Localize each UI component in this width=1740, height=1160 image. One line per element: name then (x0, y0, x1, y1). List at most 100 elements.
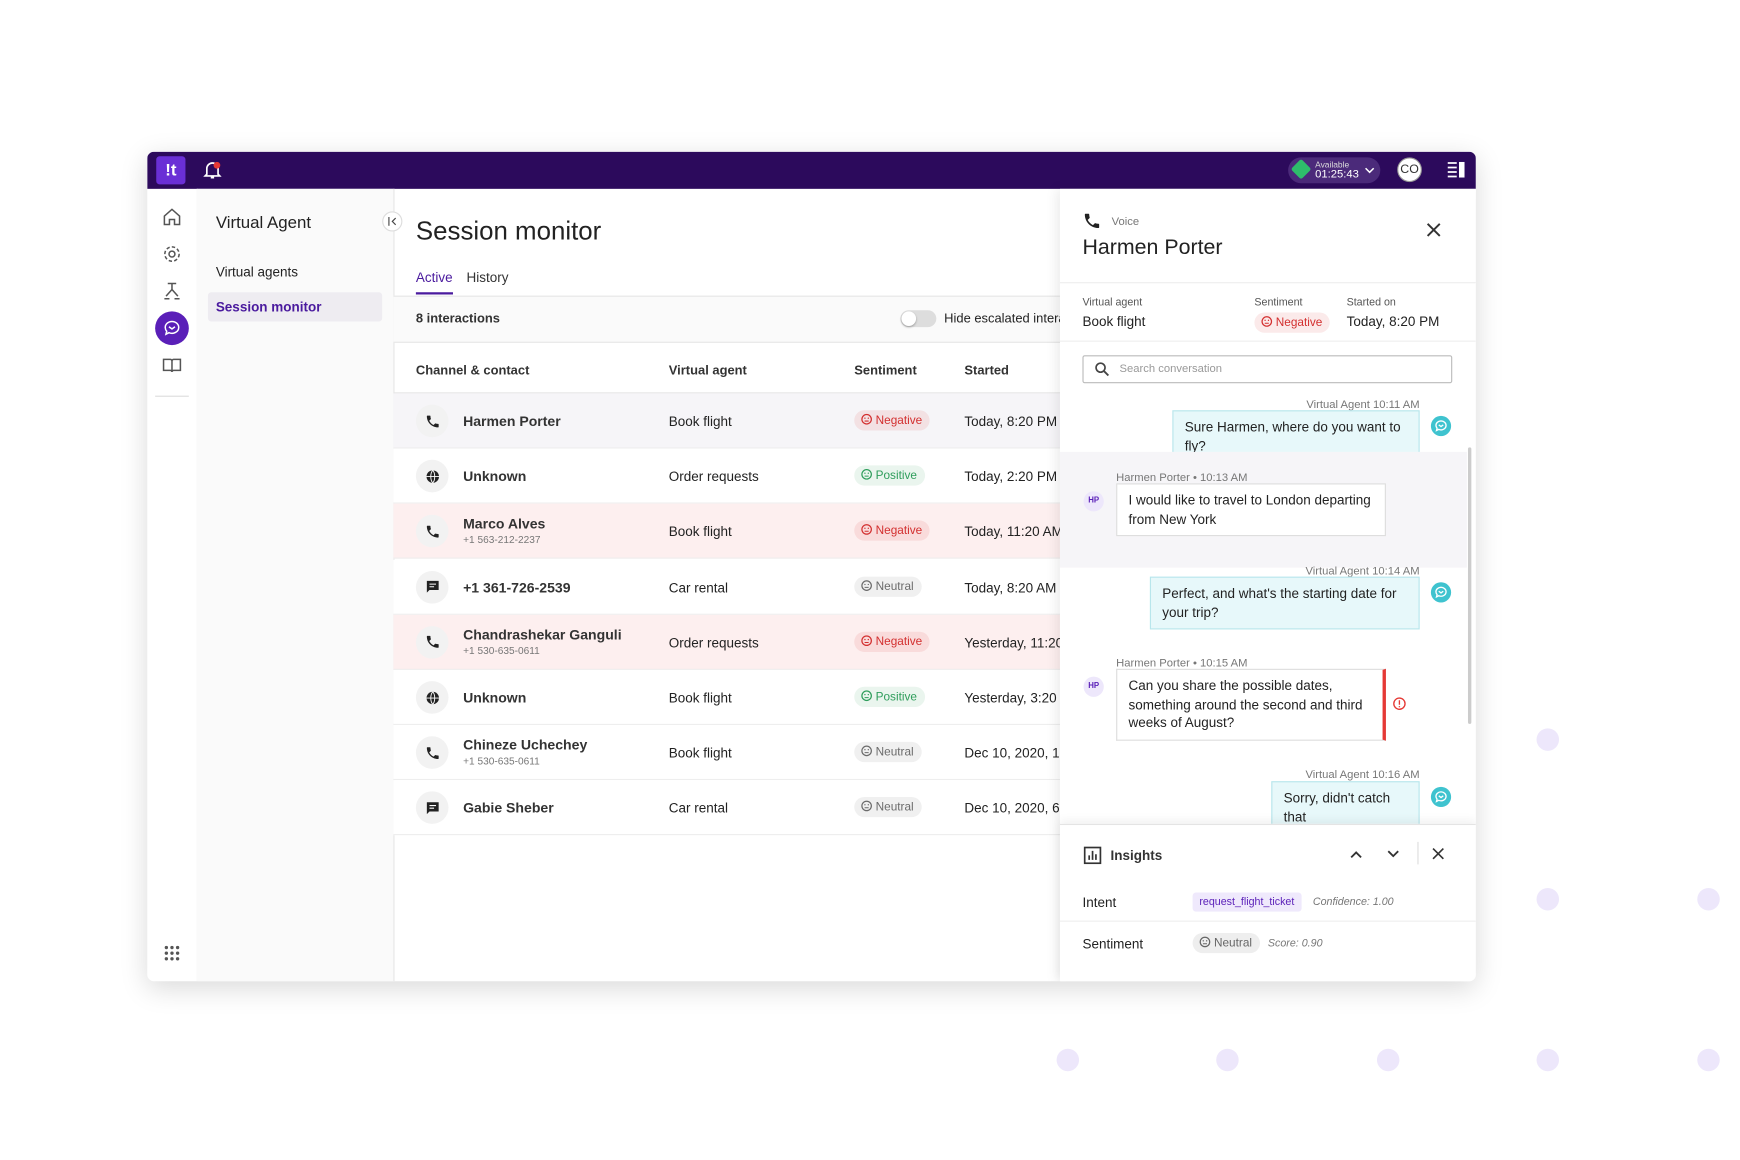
main: Session monitor Active History 8 interac… (393, 189, 1099, 981)
insight-note: Score: 0.90 (1267, 937, 1323, 950)
count: 8 interactions (415, 312, 500, 326)
bot-icon (1430, 415, 1452, 437)
insights-title: Insights (1110, 847, 1163, 864)
pill-text: Negative (875, 413, 923, 428)
started: Dec 10, 2020, 10 (964, 745, 1068, 762)
message-meta: Virtual Agent 10:16 AM (1305, 768, 1420, 782)
nav-item-active[interactable]: Session monitor (207, 292, 383, 322)
message-bubble: Can you share the possible dates, someth… (1116, 668, 1386, 741)
message-bubble: Perfect, and what's the starting date fo… (1149, 576, 1420, 630)
toggle[interactable] (900, 310, 937, 328)
channel: Voice (1111, 215, 1140, 229)
table-row[interactable]: Chineze Uchechey +1 530-635-0611 Book flig… (393, 725, 1067, 781)
detail-panel: Voice Harmen Porter Search conversation … (1059, 188, 1476, 982)
table-row[interactable]: Marco Alves +1 563-212-2237 Book flight Neg… (393, 504, 1063, 560)
search-box[interactable]: Search conversation (1082, 355, 1453, 384)
tab-active[interactable]: Active (415, 270, 453, 295)
user-avatar: HP (1083, 491, 1104, 512)
nav-item[interactable]: Virtual agents (215, 264, 299, 280)
table-row[interactable]: Unknown Book flight Positive Yesterday, 3:2… (393, 669, 1069, 725)
bell-icon[interactable] (203, 161, 222, 180)
user-avatar: HP (1083, 676, 1104, 697)
book-icon[interactable] (162, 355, 182, 375)
contact-name: Chineze Uchechey (463, 737, 588, 754)
decor-dot (1697, 887, 1720, 911)
agent: Car rental (668, 579, 729, 596)
scrollbar (1467, 447, 1472, 724)
status-pill[interactable]: Available 01:25:43 (1288, 157, 1381, 184)
contact-name: Marco Alves (463, 516, 546, 533)
topbar: !t Available 01:25:43 CO (147, 151, 1476, 189)
table-row[interactable]: +1 361-726-2539 Car rental Neutral Today, 8… (393, 559, 1060, 615)
insight-label: Intent (1082, 894, 1117, 911)
agent: Car rental (668, 800, 729, 817)
collapse-button[interactable] (382, 211, 403, 232)
detail-label: Virtual agent (1082, 296, 1143, 310)
column-header: Sentiment (854, 364, 917, 378)
sentiment-pill: Negative (854, 410, 931, 431)
timer: 01:25:43 (1315, 168, 1359, 181)
intent-tag: request_flight_ticket (1192, 892, 1302, 912)
detail-value: Book flight (1082, 313, 1146, 330)
avatar[interactable]: CO (1397, 157, 1422, 183)
settings-icon[interactable] (162, 244, 182, 264)
decor-dot (1536, 1048, 1560, 1072)
contact-name: Harmen Porter (463, 413, 561, 430)
icon-rail (147, 188, 198, 982)
sentiment-pill: Neutral (854, 742, 922, 763)
contact-name: Chandrashekar Ganguli (463, 626, 622, 643)
channel-icon (415, 681, 449, 714)
status: Available (1315, 159, 1350, 170)
pill-text: Negative (1275, 315, 1323, 330)
close-button[interactable] (1426, 223, 1441, 238)
agent: Book flight (668, 690, 732, 706)
channel-icon (415, 404, 449, 438)
table: Channel & contact Virtual agent Sentiment S… (393, 355, 1071, 939)
started: Dec 10, 2020, 6:2 (964, 800, 1071, 817)
logo[interactable]: !t (156, 156, 186, 185)
detail-value: Today, 8:20 PM (1346, 313, 1440, 330)
bot-icon (1430, 786, 1452, 808)
home-icon[interactable] (162, 207, 182, 227)
agent: Order requests (668, 468, 759, 485)
monitor-icon-active[interactable] (155, 311, 189, 346)
pill-text: Positive (875, 468, 917, 483)
page-title: Session monitor (415, 215, 602, 246)
sentiment-pill: Positive (854, 686, 925, 708)
bot-icon (1430, 582, 1452, 603)
table-row[interactable]: Harmen Porter Book flight Negative Today, 8… (393, 393, 1060, 449)
insight-label: Sentiment (1082, 936, 1144, 953)
channel-icon (415, 570, 449, 604)
table-row[interactable]: Gabie Sheber Car rental Neutral Dec 10, 202… (393, 780, 1071, 836)
sentiment-pill: Negative (854, 631, 931, 652)
message-meta: Harmen Porter • 10:13 AM (1116, 472, 1248, 485)
sentiment-pill: Neutral (854, 576, 922, 597)
agent: Book flight (668, 524, 732, 540)
contact-name: Unknown (463, 468, 527, 485)
message-bubble: Sorry, didn't catch that (1271, 781, 1420, 824)
app-window: !t Available 01:25:43 CO Virtual Agent V… (147, 151, 1476, 982)
started: Today, 2:20 PM (964, 468, 1058, 485)
pill-text: Positive (875, 690, 917, 704)
detail-sentiment: Negative (1254, 312, 1331, 333)
tab[interactable]: History (466, 269, 509, 286)
apps-icon[interactable] (164, 945, 180, 961)
insight-note: Confidence: 1.00 (1312, 895, 1394, 909)
insights-close[interactable] (1432, 847, 1444, 860)
message-meta: Harmen Porter • 10:15 AM (1116, 657, 1248, 670)
flow-icon[interactable] (162, 281, 182, 301)
pill-text: Negative (875, 524, 923, 538)
pill-text: Negative (875, 634, 923, 649)
sentiment-pill: Negative (854, 520, 931, 542)
panel-icon[interactable] (1447, 161, 1465, 178)
started: Today, 8:20 AM (964, 579, 1057, 596)
nav-panel: Virtual Agent Virtual agents Session mon… (196, 188, 395, 982)
message-bubble: I would like to travel to London departi… (1116, 483, 1386, 537)
table-row[interactable]: Unknown Order requests Positive Today, 2:20… (393, 448, 1060, 504)
table-row[interactable]: Chandrashekar Ganguli +1 530-635-0611 Orde… (393, 614, 1064, 670)
detail-label: Sentiment (1254, 296, 1303, 310)
started: Yesterday, 11:20 (964, 634, 1064, 651)
column-header: Channel & contact (415, 364, 530, 378)
